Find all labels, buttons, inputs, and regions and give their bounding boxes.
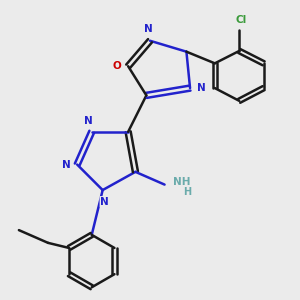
- Text: N: N: [62, 160, 70, 170]
- Text: N: N: [197, 83, 206, 93]
- Text: Cl: Cl: [236, 16, 247, 26]
- Text: H: H: [184, 187, 192, 197]
- Text: NH: NH: [172, 177, 190, 187]
- Text: N: N: [144, 24, 153, 34]
- Text: N: N: [100, 196, 109, 207]
- Text: N: N: [84, 116, 92, 126]
- Text: O: O: [113, 61, 122, 71]
